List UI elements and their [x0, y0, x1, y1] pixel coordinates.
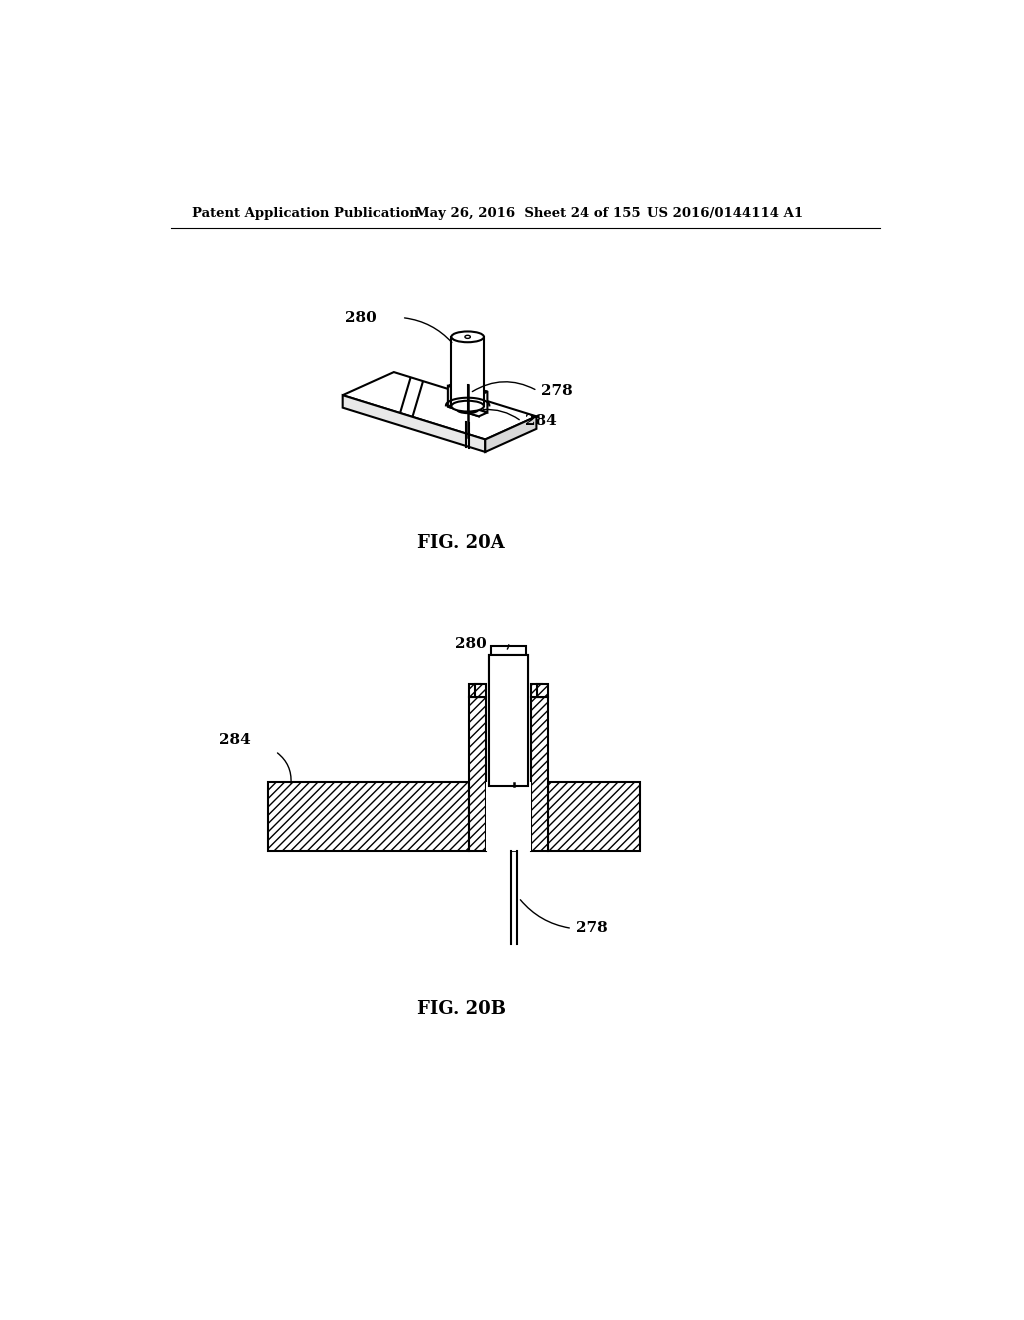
- Polygon shape: [467, 388, 487, 396]
- Polygon shape: [486, 781, 531, 851]
- Text: 280: 280: [345, 310, 377, 325]
- Text: 280: 280: [455, 636, 486, 651]
- Polygon shape: [548, 781, 640, 851]
- Polygon shape: [489, 655, 528, 785]
- Polygon shape: [531, 697, 548, 851]
- Polygon shape: [492, 645, 525, 655]
- Polygon shape: [447, 381, 469, 389]
- Text: 284: 284: [525, 414, 557, 429]
- Polygon shape: [469, 697, 486, 851]
- Polygon shape: [267, 781, 469, 851]
- Text: US 2016/0144114 A1: US 2016/0144114 A1: [647, 207, 804, 220]
- Polygon shape: [343, 395, 485, 451]
- Polygon shape: [475, 388, 487, 412]
- Polygon shape: [467, 392, 479, 416]
- Polygon shape: [447, 385, 460, 411]
- Polygon shape: [447, 403, 487, 416]
- Text: 278: 278: [542, 384, 573, 397]
- Text: FIG. 20A: FIG. 20A: [418, 535, 505, 552]
- Polygon shape: [489, 655, 528, 785]
- Polygon shape: [343, 372, 537, 440]
- Polygon shape: [457, 381, 469, 407]
- Polygon shape: [511, 781, 517, 851]
- Polygon shape: [469, 684, 480, 697]
- Ellipse shape: [465, 335, 470, 338]
- Text: May 26, 2016  Sheet 24 of 155: May 26, 2016 Sheet 24 of 155: [415, 207, 640, 220]
- Text: 278: 278: [575, 921, 607, 936]
- Polygon shape: [485, 416, 537, 451]
- Text: Patent Application Publication: Patent Application Publication: [191, 207, 418, 220]
- Ellipse shape: [452, 401, 484, 412]
- Polygon shape: [452, 337, 484, 407]
- Polygon shape: [538, 684, 548, 697]
- Polygon shape: [531, 684, 542, 697]
- Polygon shape: [475, 684, 486, 697]
- Ellipse shape: [452, 331, 484, 342]
- Text: 284: 284: [219, 733, 251, 747]
- Text: FIG. 20B: FIG. 20B: [417, 1001, 506, 1018]
